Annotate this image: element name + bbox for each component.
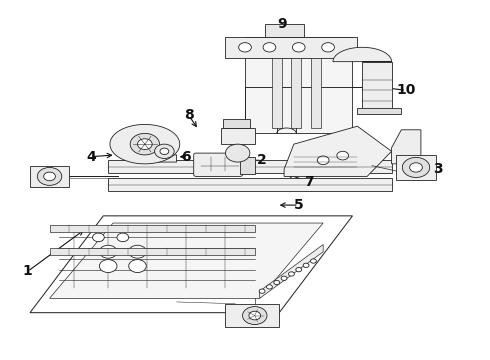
Polygon shape xyxy=(240,157,255,174)
Text: 7: 7 xyxy=(304,175,313,189)
Circle shape xyxy=(263,42,276,52)
Circle shape xyxy=(402,157,430,177)
Text: 9: 9 xyxy=(277,17,287,31)
Circle shape xyxy=(225,144,250,162)
Circle shape xyxy=(259,289,265,293)
Text: 6: 6 xyxy=(182,150,191,164)
Polygon shape xyxy=(110,125,180,164)
Text: 5: 5 xyxy=(294,198,304,212)
Circle shape xyxy=(337,151,348,160)
Polygon shape xyxy=(49,223,323,298)
Text: 1: 1 xyxy=(23,265,32,278)
Circle shape xyxy=(296,267,302,272)
Polygon shape xyxy=(49,225,255,232)
Circle shape xyxy=(274,280,280,285)
Text: 2: 2 xyxy=(257,153,267,167)
Circle shape xyxy=(303,263,309,267)
Circle shape xyxy=(44,172,55,181)
Polygon shape xyxy=(357,108,401,114)
Circle shape xyxy=(99,245,117,258)
Polygon shape xyxy=(225,304,279,327)
Circle shape xyxy=(243,307,267,324)
Circle shape xyxy=(239,42,251,52)
Circle shape xyxy=(160,148,169,154)
Circle shape xyxy=(293,42,305,52)
Text: 8: 8 xyxy=(184,108,194,122)
Polygon shape xyxy=(392,130,421,164)
Circle shape xyxy=(129,245,147,258)
Circle shape xyxy=(311,259,317,263)
Polygon shape xyxy=(225,37,357,58)
Polygon shape xyxy=(49,248,255,255)
Polygon shape xyxy=(30,166,69,187)
Polygon shape xyxy=(108,160,392,173)
Polygon shape xyxy=(311,58,321,128)
Polygon shape xyxy=(260,244,323,298)
Polygon shape xyxy=(362,62,392,112)
Circle shape xyxy=(99,260,117,273)
Circle shape xyxy=(281,276,287,280)
Circle shape xyxy=(155,144,174,158)
Polygon shape xyxy=(223,119,250,128)
Polygon shape xyxy=(396,155,436,180)
Circle shape xyxy=(410,163,422,172)
Polygon shape xyxy=(245,37,352,134)
Polygon shape xyxy=(138,155,176,162)
Circle shape xyxy=(117,233,129,242)
Text: 10: 10 xyxy=(396,84,416,97)
Circle shape xyxy=(37,167,62,185)
Polygon shape xyxy=(108,178,392,191)
Circle shape xyxy=(318,156,329,165)
Circle shape xyxy=(322,42,334,52)
Circle shape xyxy=(138,139,152,149)
Circle shape xyxy=(267,285,272,289)
Polygon shape xyxy=(284,126,392,176)
Circle shape xyxy=(130,134,159,155)
Text: 3: 3 xyxy=(433,162,443,176)
Circle shape xyxy=(93,233,104,242)
Polygon shape xyxy=(265,24,304,37)
Circle shape xyxy=(249,311,261,320)
Text: 4: 4 xyxy=(86,150,96,164)
Polygon shape xyxy=(30,216,352,313)
Polygon shape xyxy=(292,58,301,128)
Circle shape xyxy=(129,260,147,273)
FancyBboxPatch shape xyxy=(194,153,243,176)
Polygon shape xyxy=(272,58,282,128)
Polygon shape xyxy=(220,128,255,144)
Polygon shape xyxy=(333,47,392,62)
Circle shape xyxy=(289,272,294,276)
